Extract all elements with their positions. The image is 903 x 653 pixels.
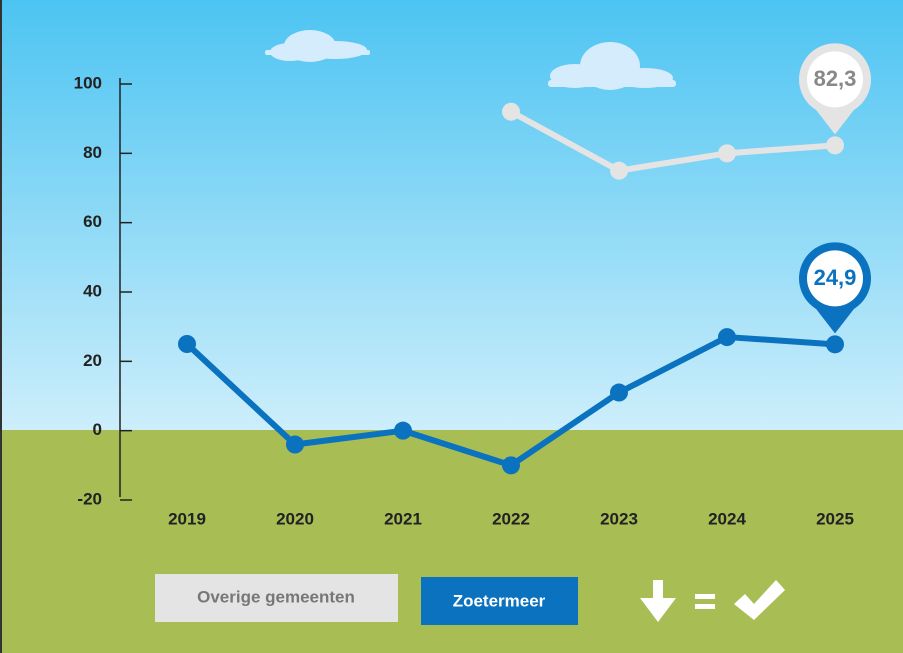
y-tick-label: 60	[83, 212, 102, 231]
label-pin	[807, 51, 863, 108]
legend-item[interactable]	[155, 574, 398, 622]
data-point	[718, 328, 736, 347]
y-tick-label: 40	[83, 281, 102, 300]
data-point	[286, 435, 304, 454]
cloud	[265, 30, 370, 62]
value-label: 82,3	[814, 66, 857, 91]
x-tick-label: 2020	[276, 509, 314, 528]
data-point	[610, 161, 628, 180]
label-pin	[807, 250, 863, 307]
series-line	[509, 109, 836, 174]
x-tick-label: 2024	[708, 509, 746, 528]
y-tick-label: 20	[83, 351, 102, 370]
legend-label[interactable]: Overige gemeenten	[197, 587, 355, 606]
x-tick-label: 2019	[168, 509, 206, 528]
cloud	[548, 42, 676, 90]
data-point	[826, 136, 844, 155]
border	[0, 0, 2, 653]
x-tick-label: 2023	[600, 509, 638, 528]
x-tick-label: 2021	[384, 509, 422, 528]
y-tick-label: 80	[83, 143, 102, 162]
legend-label[interactable]: Zoetermeer	[453, 591, 546, 610]
data-point	[610, 383, 628, 402]
data-point	[718, 144, 736, 163]
legend-item[interactable]	[421, 577, 578, 625]
x-tick-label: 2025	[816, 509, 854, 528]
data-point	[178, 335, 196, 353]
y-tick-label: -20	[77, 489, 102, 508]
data-point	[502, 102, 520, 121]
x-tick-label: 2022	[492, 509, 530, 528]
data-point	[502, 456, 520, 475]
data-point	[394, 421, 412, 440]
sky	[0, 0, 903, 430]
rule-icon	[640, 580, 785, 622]
data-point	[826, 335, 844, 354]
value-label: 24,9	[814, 265, 857, 290]
y-tick-label: 0	[93, 420, 102, 439]
y-tick-label: 100	[74, 73, 102, 92]
